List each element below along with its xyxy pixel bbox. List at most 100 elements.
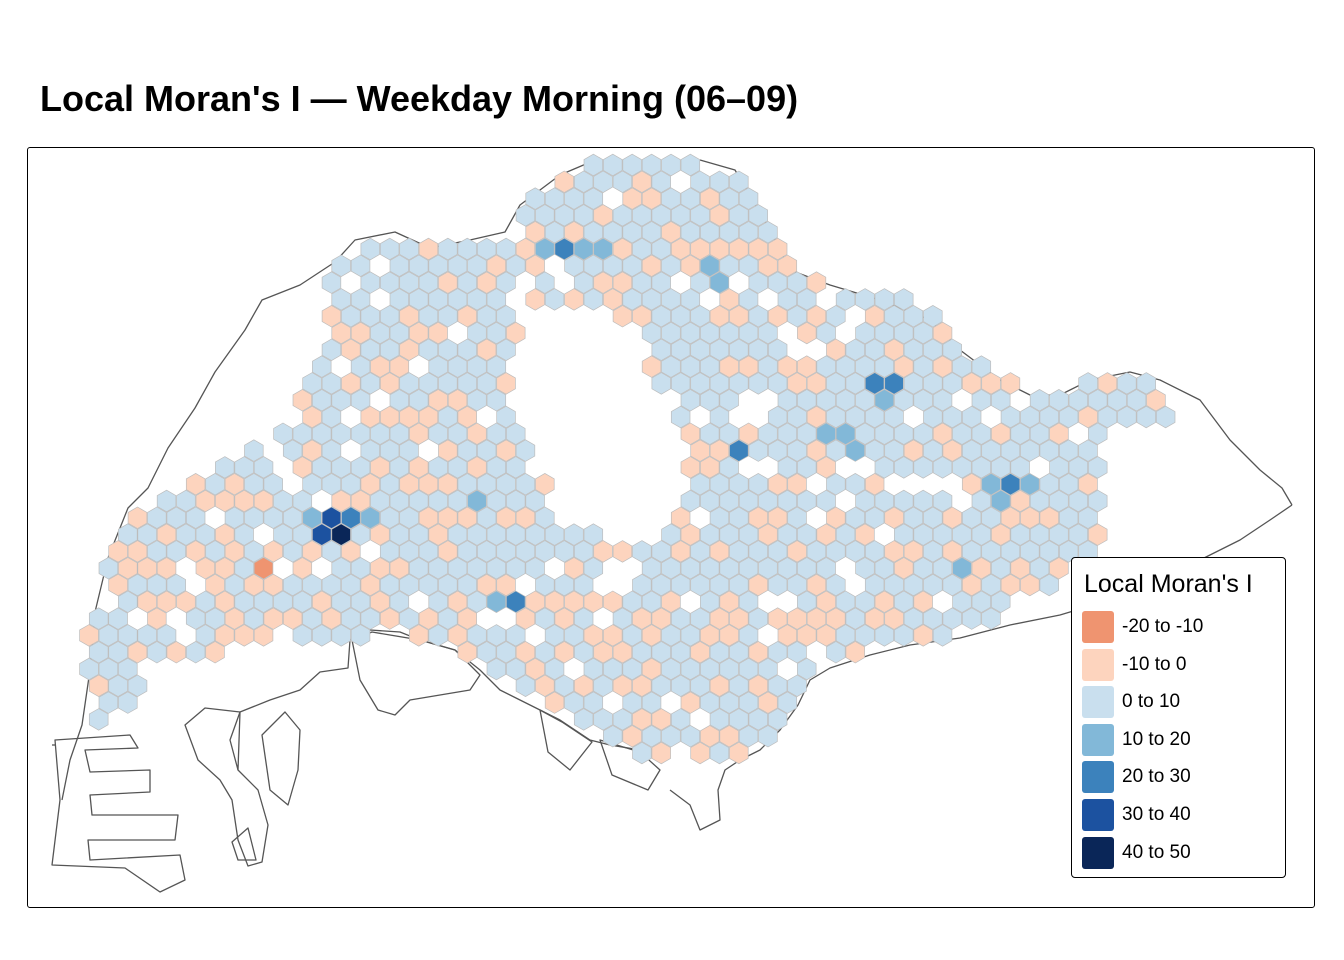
hex-cell — [758, 523, 778, 546]
hex-cell — [680, 288, 701, 311]
hex-cell — [486, 288, 507, 311]
hex-cell — [729, 573, 749, 597]
hex-cell — [690, 204, 710, 227]
hex-cell — [622, 590, 642, 614]
hex-cell — [612, 170, 633, 194]
hex-cell — [1010, 556, 1030, 580]
hex-cell — [700, 657, 720, 681]
hex-cell — [835, 355, 856, 378]
hex-cell — [690, 439, 710, 462]
hex-cell — [496, 304, 516, 328]
legend-title: Local Moran's I — [1084, 570, 1253, 598]
hex-cell — [913, 321, 933, 345]
hex-cell — [729, 439, 749, 462]
hex-cell — [690, 372, 710, 395]
hex-cell — [418, 237, 439, 261]
hex-cell — [1039, 472, 1059, 496]
hex-cell — [379, 607, 400, 630]
hex-cell — [496, 640, 516, 664]
hex-cell — [409, 523, 429, 546]
hex-cell — [855, 321, 875, 345]
hex-cell — [486, 523, 507, 546]
hex-cell — [370, 456, 390, 479]
hex-cell — [767, 640, 788, 664]
hex-cell — [835, 624, 856, 647]
hex-cell — [515, 540, 536, 563]
hex-cell — [894, 624, 914, 647]
hex-cell — [709, 271, 730, 294]
hex-cell — [350, 624, 371, 647]
hex-cell — [738, 321, 759, 345]
hex-cell — [185, 540, 206, 563]
hex-cell — [185, 472, 206, 496]
hex-cell — [535, 472, 555, 496]
hex-cell — [797, 489, 817, 513]
hex-cell — [535, 237, 555, 261]
hex-cell — [476, 237, 497, 261]
hex-cell — [409, 489, 429, 513]
hex-cell — [399, 338, 419, 362]
hex-cell — [166, 540, 186, 563]
hex-cell — [525, 590, 545, 614]
hex-cell — [399, 607, 419, 630]
legend-label: 20 to 30 — [1122, 766, 1191, 788]
hex-cell — [506, 456, 526, 479]
hex-cell — [1039, 573, 1059, 597]
hex-cell — [156, 624, 177, 647]
hex-cell — [215, 456, 235, 479]
hex-cell — [641, 355, 662, 378]
hex-cell — [360, 237, 380, 261]
hex-cell — [622, 724, 642, 748]
hex-cell — [661, 321, 681, 345]
hex-cell — [379, 237, 400, 261]
hex-cell — [806, 573, 827, 597]
hex-cell — [700, 187, 720, 210]
hex-cell — [282, 540, 303, 563]
hex-cell — [118, 590, 138, 614]
hex-cell — [748, 540, 768, 563]
hex-cell — [767, 338, 788, 362]
hex-cell — [903, 540, 924, 563]
legend-label: 0 to 10 — [1122, 691, 1181, 713]
hex-cell — [661, 254, 681, 278]
hex-cell — [88, 708, 109, 731]
hex-cell — [428, 489, 448, 513]
hex-cell — [379, 372, 400, 395]
hex-cell — [486, 489, 507, 513]
hex-cell — [864, 540, 885, 563]
hex-cell — [593, 204, 613, 227]
hex-cell — [506, 254, 526, 278]
hex-cell — [476, 271, 497, 294]
hex-cell — [748, 439, 768, 462]
hex-cell — [573, 540, 594, 563]
hex-cell — [738, 254, 759, 278]
hex-cell — [748, 271, 768, 294]
hex-cell — [661, 288, 681, 311]
hex-cell — [244, 607, 264, 630]
hex-cell — [457, 304, 477, 328]
hex-cell — [603, 657, 623, 681]
hex-cell — [787, 506, 807, 530]
hex-cell — [787, 472, 807, 496]
hex-cell — [476, 439, 497, 462]
hex-cell — [670, 540, 691, 563]
hex-cell — [457, 372, 477, 395]
hex-cell — [1078, 372, 1098, 395]
hex-cell — [690, 304, 710, 328]
hex-cell — [826, 372, 846, 395]
hex-cell — [1088, 422, 1108, 446]
hex-cell — [467, 422, 487, 446]
hex-cell — [341, 573, 361, 597]
hex-cell — [748, 708, 768, 731]
hex-cell — [438, 573, 458, 597]
hex-cell — [748, 237, 768, 261]
hex-cell — [438, 540, 458, 563]
hex-cell — [506, 489, 526, 513]
hex-cell — [961, 607, 982, 630]
hex-cell — [379, 439, 400, 462]
hex-cell — [127, 573, 148, 597]
hex-cell — [884, 439, 904, 462]
hex-cell — [680, 691, 701, 714]
hex-cell — [719, 254, 739, 278]
